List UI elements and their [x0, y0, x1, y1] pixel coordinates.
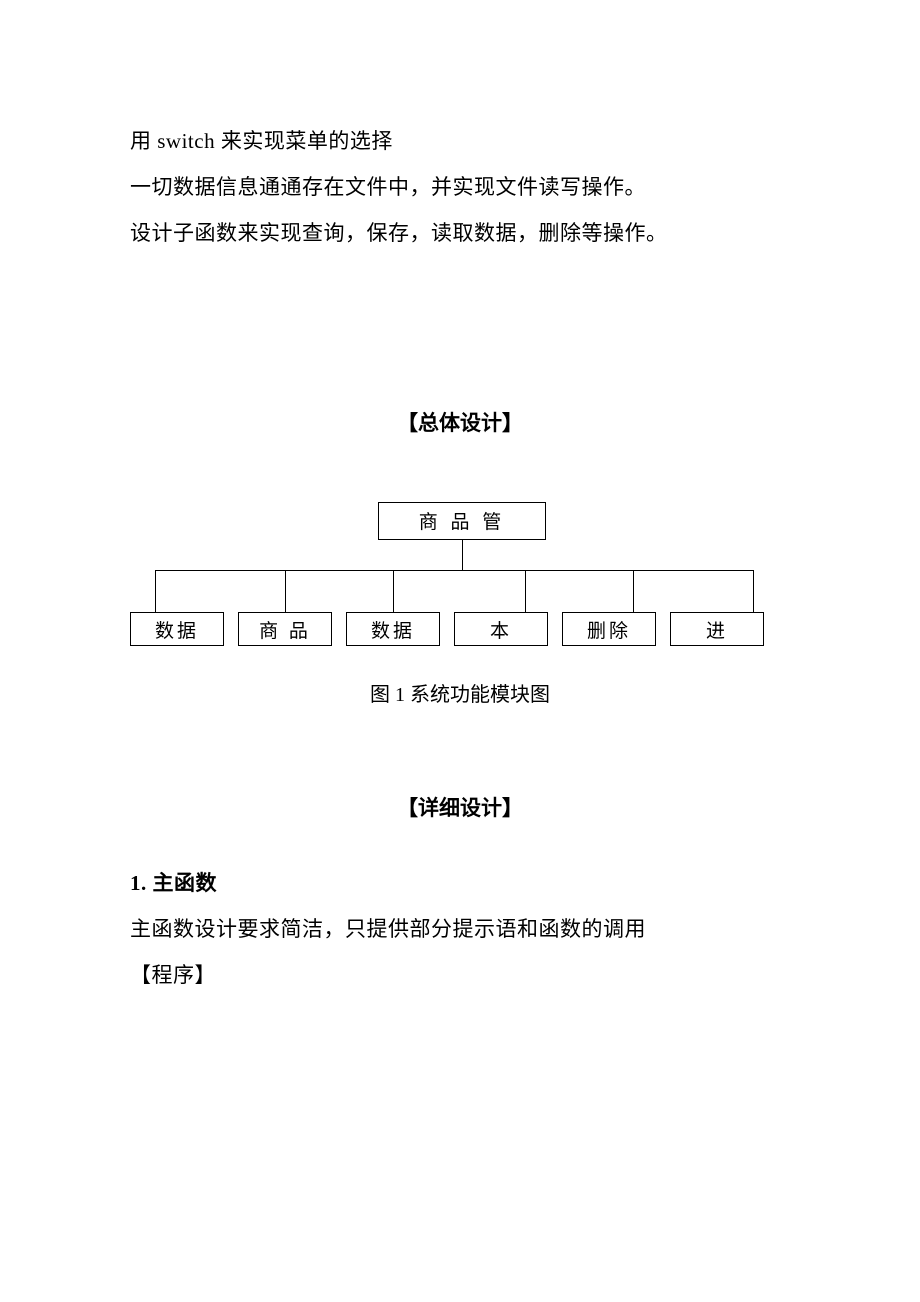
section-title-overall: 【总体设计】	[130, 407, 790, 437]
tree-connector	[155, 570, 156, 612]
detail-item-1-title: 主函数	[153, 871, 218, 895]
tree-child-node: 删除	[562, 612, 656, 646]
tree-connector	[462, 540, 463, 570]
tree-connector	[393, 570, 394, 612]
paragraph-3: 设计子函数来实现查询，保存，读取数据，删除等操作。	[130, 210, 790, 256]
spacer	[130, 257, 790, 407]
detail-item-1-number: 1.	[130, 871, 147, 895]
tree-child-node: 本	[454, 612, 548, 646]
spacer	[130, 437, 790, 502]
tree-connector	[285, 570, 286, 612]
spacer	[130, 727, 790, 792]
tree-connector	[633, 570, 634, 612]
paragraph-1: 用 switch 来实现菜单的选择	[130, 118, 790, 164]
tree-child-node: 商 品	[238, 612, 332, 646]
spacer	[130, 822, 790, 860]
document-page: 用 switch 来实现菜单的选择 一切数据信息通通存在文件中，并实现文件读写操…	[0, 0, 920, 1302]
tree-connector	[753, 570, 754, 612]
section-title-detail: 【详细设计】	[130, 792, 790, 822]
tree-connector	[525, 570, 526, 612]
diagram-caption: 图 1 系统功能模块图	[130, 678, 790, 707]
tree-root-node: 商 品 管	[378, 502, 546, 540]
tree-child-node: 数据	[346, 612, 440, 646]
detail-item-1-body: 主函数设计要求简洁，只提供部分提示语和函数的调用	[130, 906, 790, 952]
detail-item-1-heading: 1. 主函数	[130, 860, 790, 906]
module-tree-diagram: 商 品 管数据商 品数据本删除进	[130, 502, 790, 672]
program-label: 【程序】	[130, 952, 790, 998]
tree-child-node: 进	[670, 612, 764, 646]
tree-connector	[155, 570, 753, 571]
tree-child-node: 数据	[130, 612, 224, 646]
paragraph-2: 一切数据信息通通存在文件中，并实现文件读写操作。	[130, 164, 790, 210]
